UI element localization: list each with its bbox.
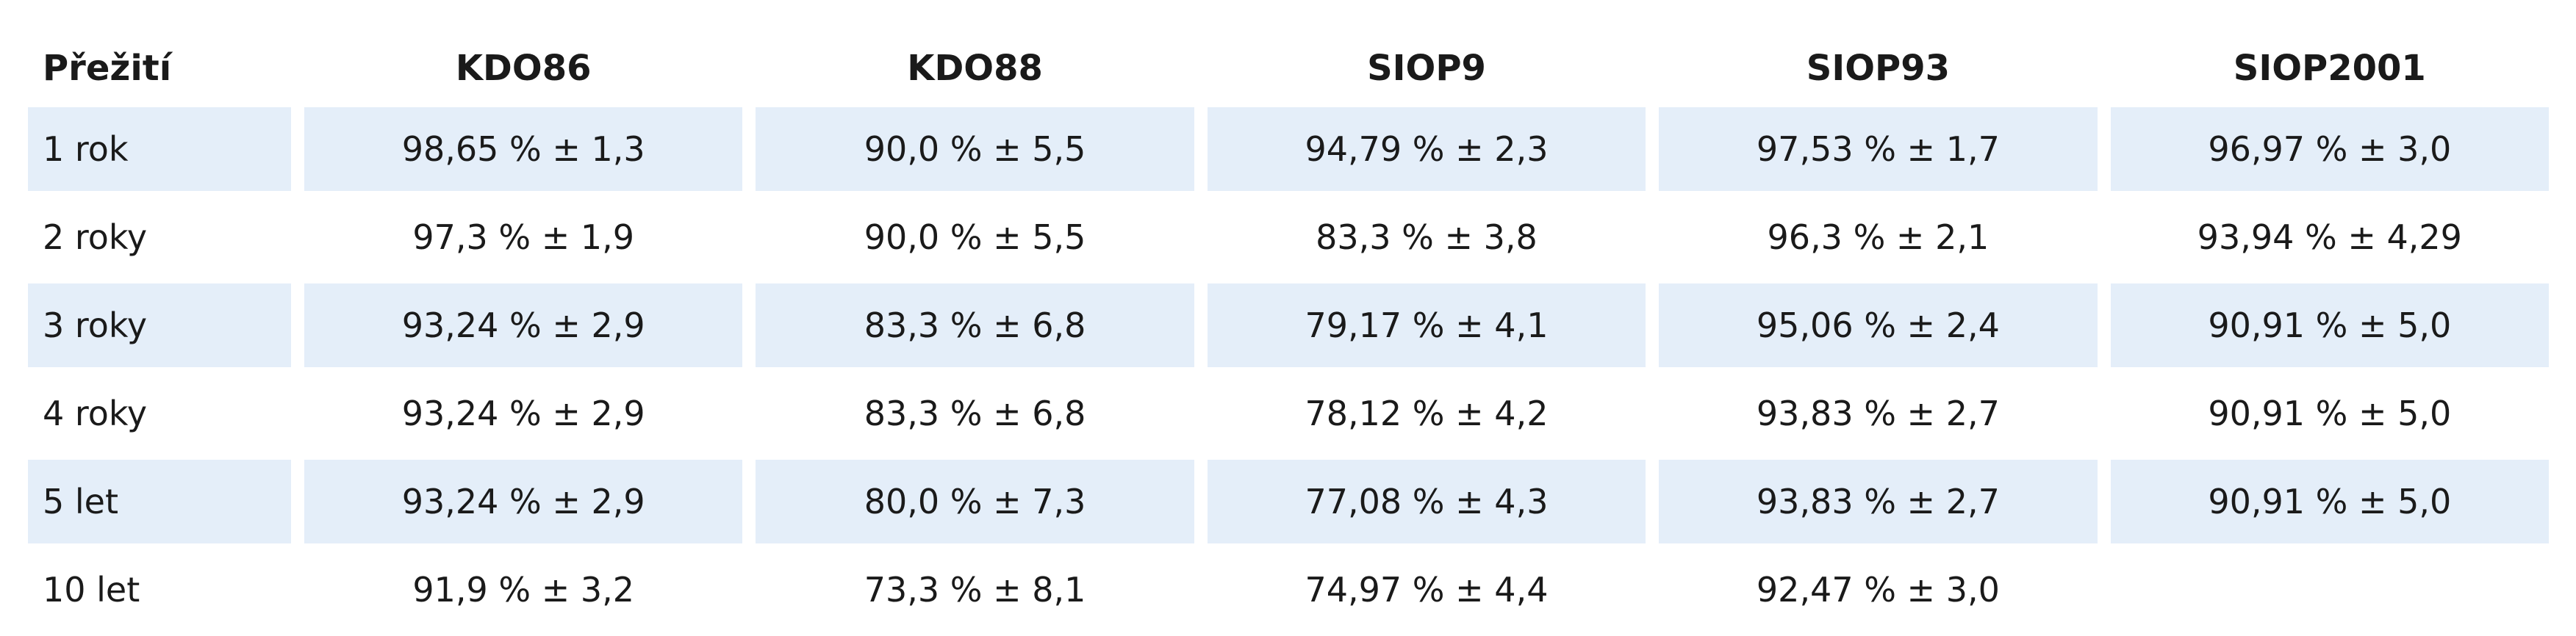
table-row: 3 roky 93,24 % ± 2,9 83,3 % ± 6,8 79,17 … [28, 283, 2549, 367]
header-cell-survival: Přežití [43, 48, 172, 89]
row-label-cell: 10 let [43, 570, 140, 610]
table-cell: 96,97 % ± 3,0 [2110, 107, 2549, 191]
table-cell: 98,65 % ± 1,3 [304, 107, 743, 191]
table-cell: 83,3 % ± 6,8 [864, 394, 1086, 433]
table-cell: 93,24 % ± 2,9 [401, 394, 645, 433]
table-cell: 83,3 % ± 6,8 [756, 283, 1194, 367]
row-label-cell: 1 rok [28, 107, 291, 191]
table-cell: 91,9 % ± 3,2 [412, 570, 635, 610]
row-label-cell: 5 let [28, 460, 291, 543]
header-cell-siop93: SIOP93 [1806, 48, 1950, 89]
table-header-row: Přežití KDO86 KDO88 SIOP9 SIOP93 SIOP200… [28, 29, 2549, 107]
row-label-cell: 3 roky [28, 283, 291, 367]
table-row: 2 roky 97,3 % ± 1,9 90,0 % ± 5,5 83,3 % … [28, 195, 2549, 279]
table-row: 10 let 91,9 % ± 3,2 73,3 % ± 8,1 74,97 %… [28, 548, 2549, 632]
table-cell [2111, 548, 2549, 632]
table-cell: 77,08 % ± 4,3 [1207, 460, 1646, 543]
table-cell: 93,24 % ± 2,9 [304, 460, 743, 543]
header-cell-siop2001: SIOP2001 [2233, 48, 2426, 89]
table-cell: 97,53 % ± 1,7 [1659, 107, 2098, 191]
table-cell: 94,79 % ± 2,3 [1207, 107, 1646, 191]
table-cell: 83,3 % ± 3,8 [1316, 217, 1538, 257]
table-cell: 93,83 % ± 2,7 [1756, 394, 2000, 433]
table-cell: 73,3 % ± 8,1 [864, 570, 1086, 610]
table-cell: 74,97 % ± 4,4 [1305, 570, 1549, 610]
table-cell: 90,91 % ± 5,0 [2208, 394, 2452, 433]
table-row: 1 rok 98,65 % ± 1,3 90,0 % ± 5,5 94,79 %… [28, 107, 2549, 191]
table-cell: 78,12 % ± 4,2 [1305, 394, 1549, 433]
table-cell: 80,0 % ± 7,3 [756, 460, 1194, 543]
table-row: 4 roky 93,24 % ± 2,9 83,3 % ± 6,8 78,12 … [28, 372, 2549, 455]
table-cell: 79,17 % ± 4,1 [1207, 283, 1646, 367]
table-cell: 92,47 % ± 3,0 [1756, 570, 2000, 610]
header-cell-kdo86: KDO86 [455, 48, 592, 89]
table-cell: 93,83 % ± 2,7 [1659, 460, 2098, 543]
table-cell: 90,0 % ± 5,5 [864, 217, 1086, 257]
table-cell: 95,06 % ± 2,4 [1659, 283, 2098, 367]
header-cell-siop9: SIOP9 [1367, 48, 1486, 89]
table-cell: 93,24 % ± 2,9 [304, 283, 743, 367]
row-label-cell: 4 roky [43, 394, 148, 433]
header-cell-kdo88: KDO88 [907, 48, 1043, 89]
survival-table: Přežití KDO86 KDO88 SIOP9 SIOP93 SIOP200… [28, 29, 2549, 636]
table-cell: 90,91 % ± 5,0 [2110, 460, 2549, 543]
table-cell: 97,3 % ± 1,9 [412, 217, 635, 257]
row-label-cell: 2 roky [43, 217, 148, 257]
table-cell: 90,91 % ± 5,0 [2110, 283, 2549, 367]
table-cell: 96,3 % ± 2,1 [1767, 217, 1990, 257]
table-cell: 90,0 % ± 5,5 [756, 107, 1194, 191]
table-cell: 93,94 % ± 4,29 [2197, 217, 2462, 257]
table-row: 5 let 93,24 % ± 2,9 80,0 % ± 7,3 77,08 %… [28, 460, 2549, 543]
